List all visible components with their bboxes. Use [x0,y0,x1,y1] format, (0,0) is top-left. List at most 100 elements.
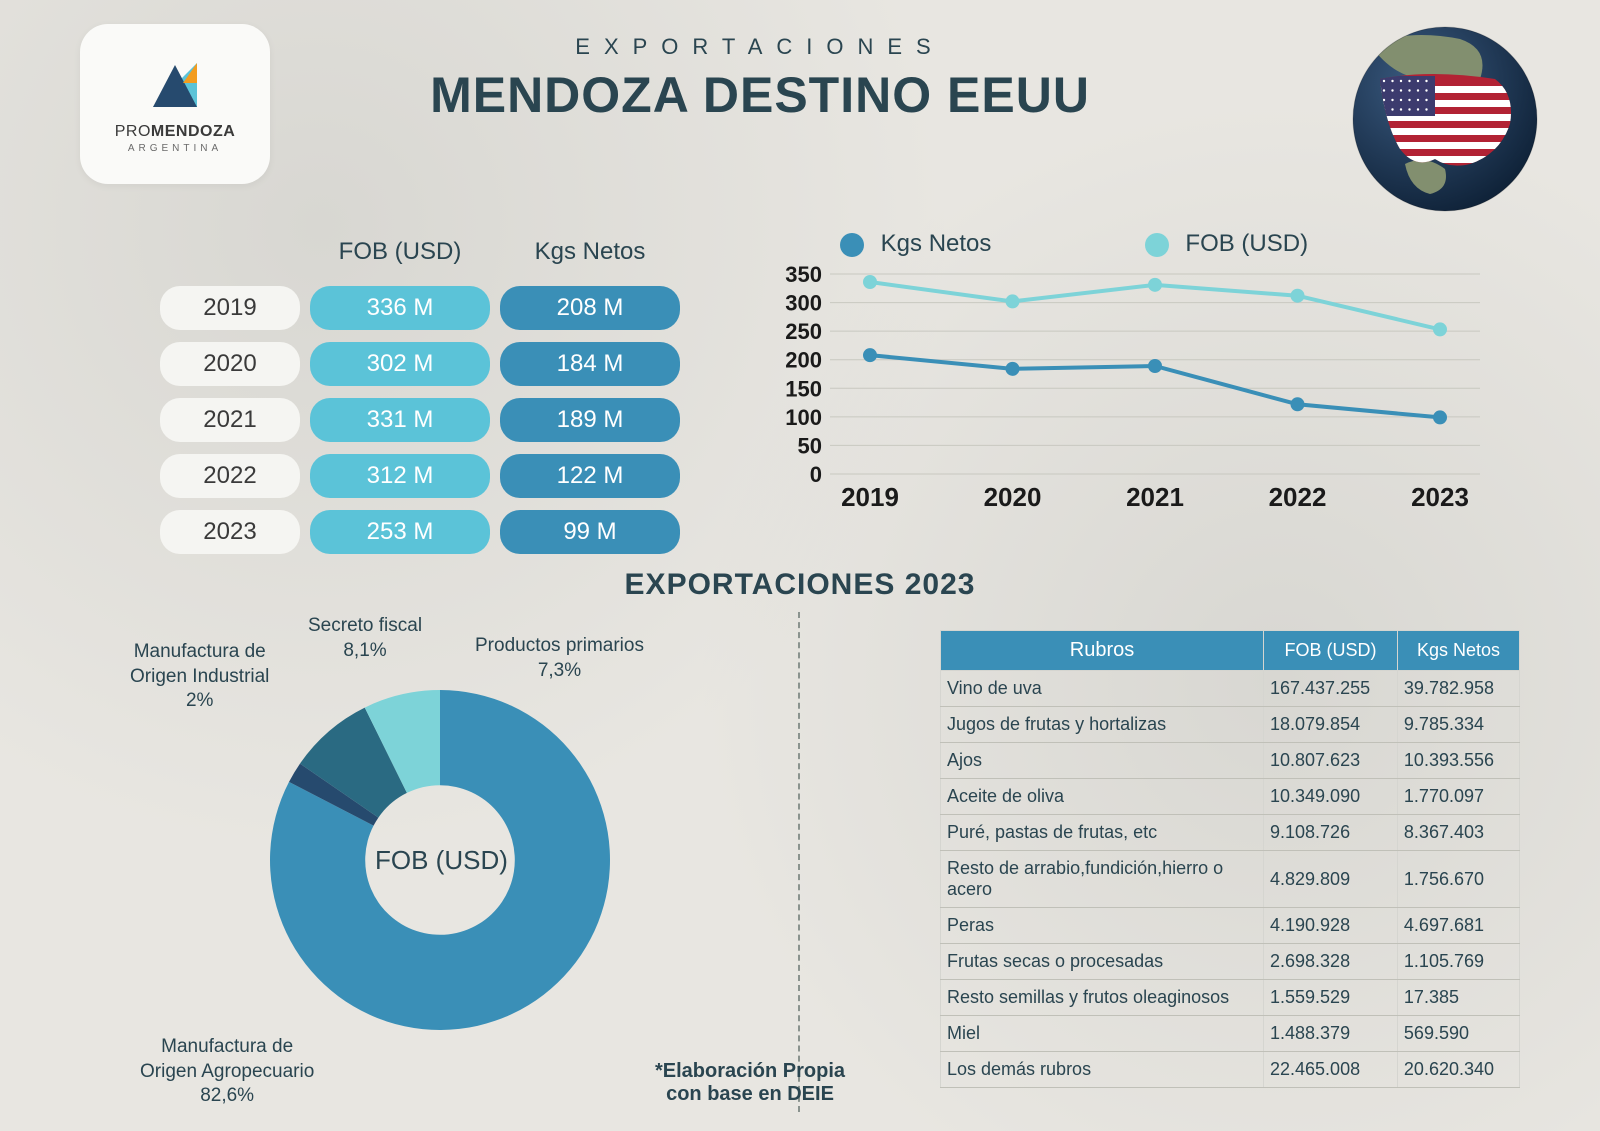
globe-usa-icon [1350,24,1540,214]
legend-dot-fob-icon [1145,233,1169,257]
yearly-pill-table: FOB (USD) Kgs Netos 2019336 M208 M 202030… [160,230,680,566]
rubros-cell-fob: 10.807.623 [1264,743,1398,779]
title-big: MENDOZA DESTINO EEUU [400,66,1120,124]
svg-text:150: 150 [785,376,822,401]
pill-year: 2021 [160,398,300,442]
rubros-header-kgs: Kgs Netos [1397,631,1519,671]
pill-year: 2019 [160,286,300,330]
svg-text:2021: 2021 [1126,482,1184,512]
pill-header-fob: FOB (USD) [310,230,490,274]
donut-chart-area: FOB (USD) Manufactura deOrigen Agropecua… [80,620,800,1120]
table-row: Los demás rubros22.465.00820.620.340 [941,1052,1520,1088]
pill-kgs: 184 M [500,342,680,386]
section-2023-title: EXPORTACIONES 2023 [0,568,1600,602]
table-row: Aceite de oliva10.349.0901.770.097 [941,779,1520,815]
rubros-cell-fob: 9.108.726 [1264,815,1398,851]
pill-kgs: 208 M [500,286,680,330]
svg-text:0: 0 [810,462,822,487]
legend-dot-kgs-icon [840,233,864,257]
pill-year: 2020 [160,342,300,386]
pill-fob: 253 M [310,510,490,554]
donut-slice-label: Manufactura deOrigen Industrial2% [130,640,269,714]
table-row: Peras4.190.9284.697.681 [941,908,1520,944]
rubros-cell-name: Frutas secas o procesadas [941,944,1264,980]
rubros-header-rubros: Rubros [941,631,1264,671]
pill-fob: 302 M [310,342,490,386]
pill-year: 2023 [160,510,300,554]
title-small: EXPORTACIONES [400,34,1120,60]
pill-fob: 312 M [310,454,490,498]
rubros-cell-fob: 22.465.008 [1264,1052,1398,1088]
rubros-cell-fob: 1.559.529 [1264,980,1398,1016]
svg-text:2023: 2023 [1411,482,1469,512]
rubros-cell-name: Jugos de frutas y hortalizas [941,707,1264,743]
svg-text:50: 50 [798,433,822,458]
rubros-cell-kgs: 20.620.340 [1397,1052,1519,1088]
rubros-cell-kgs: 4.697.681 [1397,908,1519,944]
rubros-cell-kgs: 569.590 [1397,1016,1519,1052]
table-row: Jugos de frutas y hortalizas18.079.8549.… [941,707,1520,743]
rubros-cell-name: Resto semillas y frutos oleaginosos [941,980,1264,1016]
rubros-header-fob: FOB (USD) [1264,631,1398,671]
table-row: Resto de arrabio,fundición,hierro o acer… [941,851,1520,908]
rubros-cell-fob: 1.488.379 [1264,1016,1398,1052]
logo-box: PROMENDOZA ARGENTINA [80,24,270,184]
rubros-cell-name: Resto de arrabio,fundición,hierro o acer… [941,851,1264,908]
rubros-cell-kgs: 39.782.958 [1397,671,1519,707]
svg-text:2019: 2019 [841,482,899,512]
rubros-cell-name: Puré, pastas de frutas, etc [941,815,1264,851]
rubros-cell-kgs: 1.770.097 [1397,779,1519,815]
rubros-cell-fob: 10.349.090 [1264,779,1398,815]
svg-text:350: 350 [785,264,822,287]
table-row: Miel1.488.379569.590 [941,1016,1520,1052]
rubros-cell-fob: 4.190.928 [1264,908,1398,944]
rubros-cell-fob: 2.698.328 [1264,944,1398,980]
rubros-table: Rubros FOB (USD) Kgs Netos Vino de uva16… [940,630,1520,1088]
rubros-cell-kgs: 9.785.334 [1397,707,1519,743]
line-chart-svg: 0 50 100 150 200 250 300 350 2019 2020 2021 2022 202… [760,264,1500,514]
pill-header-kgs: Kgs Netos [500,230,680,274]
legend-fob-label: FOB (USD) [1185,230,1308,257]
rubros-cell-name: Miel [941,1016,1264,1052]
svg-text:2022: 2022 [1269,482,1327,512]
line-chart: Kgs Netos FOB (USD) 0 50 100 150 200 250 300 35… [760,230,1500,510]
rubros-cell-kgs: 17.385 [1397,980,1519,1016]
pill-kgs: 122 M [500,454,680,498]
rubros-cell-name: Los demás rubros [941,1052,1264,1088]
pill-header-spacer [160,244,300,260]
rubros-cell-fob: 18.079.854 [1264,707,1398,743]
table-row: Resto semillas y frutos oleaginosos1.559… [941,980,1520,1016]
rubros-cell-kgs: 8.367.403 [1397,815,1519,851]
logo-country: ARGENTINA [128,143,222,154]
line-chart-legend: Kgs Netos FOB (USD) [840,230,1500,258]
rubros-cell-name: Aceite de oliva [941,779,1264,815]
pill-year: 2022 [160,454,300,498]
svg-text:250: 250 [785,319,822,344]
pill-kgs: 189 M [500,398,680,442]
svg-text:2020: 2020 [984,482,1042,512]
rubros-cell-kgs: 1.105.769 [1397,944,1519,980]
rubros-cell-kgs: 1.756.670 [1397,851,1519,908]
svg-text:200: 200 [785,348,822,373]
svg-text:100: 100 [785,405,822,430]
pill-fob: 331 M [310,398,490,442]
donut-slice-label: Secreto fiscal8,1% [308,614,422,663]
svg-text:300: 300 [785,291,822,316]
pill-kgs: 99 M [500,510,680,554]
rubros-cell-fob: 4.829.809 [1264,851,1398,908]
logo-brand: PROMENDOZA [115,123,236,141]
table-row: Frutas secas o procesadas2.698.3281.105.… [941,944,1520,980]
title-block: EXPORTACIONES MENDOZA DESTINO EEUU [400,34,1120,124]
promendoza-logo-icon [145,55,205,115]
donut-slice-label: Manufactura deOrigen Agropecuario82,6% [140,1035,314,1109]
rubros-cell-name: Vino de uva [941,671,1264,707]
pill-fob: 336 M [310,286,490,330]
rubros-cell-name: Ajos [941,743,1264,779]
rubros-cell-fob: 167.437.255 [1264,671,1398,707]
table-row: Ajos10.807.62310.393.556 [941,743,1520,779]
donut-center-label: FOB (USD) [375,845,508,876]
table-row: Vino de uva167.437.25539.782.958 [941,671,1520,707]
rubros-cell-name: Peras [941,908,1264,944]
rubros-cell-kgs: 10.393.556 [1397,743,1519,779]
donut-slice-label: Productos primarios7,3% [475,634,644,683]
